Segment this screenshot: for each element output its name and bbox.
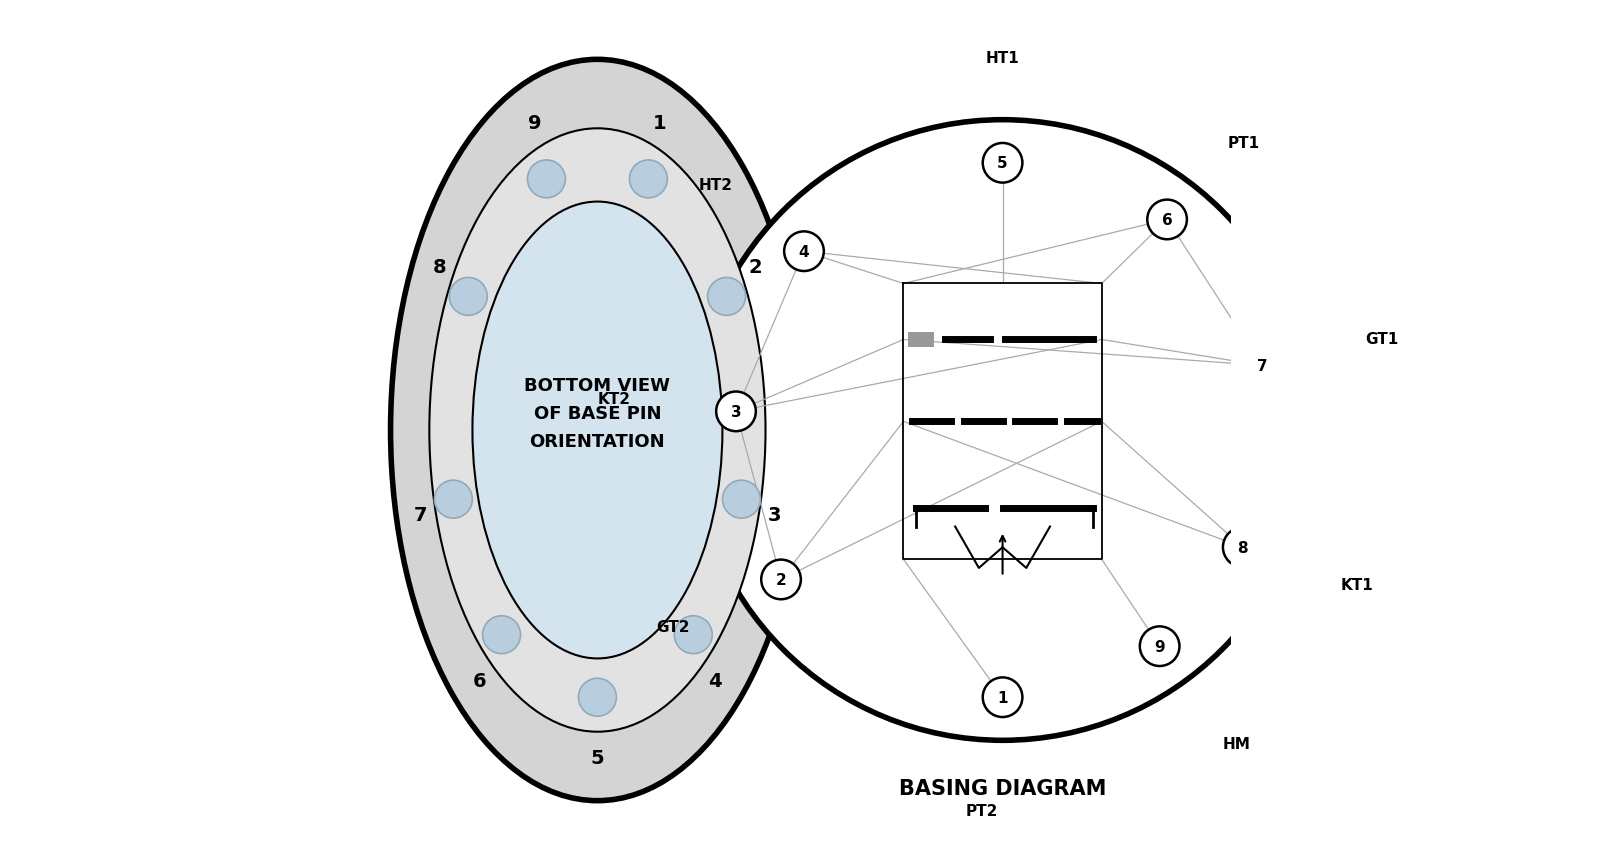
Text: 7: 7	[1256, 358, 1267, 374]
Circle shape	[784, 232, 824, 272]
Circle shape	[717, 392, 755, 431]
Circle shape	[629, 161, 667, 199]
Text: BASING DIAGRAM: BASING DIAGRAM	[899, 777, 1106, 798]
Circle shape	[1139, 627, 1179, 666]
Text: HT2: HT2	[699, 177, 733, 193]
Text: 9: 9	[1154, 639, 1165, 653]
Circle shape	[723, 480, 760, 518]
Circle shape	[528, 161, 565, 199]
Bar	[907, 332, 934, 348]
Text: 2: 2	[749, 257, 763, 276]
Text: BOTTOM VIEW
OF BASE PIN
ORIENTATION: BOTTOM VIEW OF BASE PIN ORIENTATION	[525, 376, 670, 450]
Text: 8: 8	[432, 257, 446, 276]
Text: 1: 1	[653, 114, 667, 133]
Circle shape	[435, 480, 472, 518]
Ellipse shape	[390, 60, 805, 801]
Circle shape	[982, 678, 1022, 717]
Text: GT1: GT1	[1365, 331, 1398, 346]
Circle shape	[674, 616, 712, 653]
Text: 2: 2	[776, 573, 787, 587]
Text: 1: 1	[997, 690, 1008, 705]
Text: 4: 4	[798, 245, 810, 259]
Text: PT1: PT1	[1227, 136, 1259, 151]
Text: 5: 5	[590, 748, 605, 767]
Text: 4: 4	[709, 672, 722, 691]
Circle shape	[693, 121, 1314, 740]
Text: 6: 6	[1162, 213, 1173, 227]
Text: 3: 3	[766, 505, 781, 524]
Text: KT2: KT2	[597, 392, 630, 406]
Circle shape	[982, 144, 1022, 183]
Circle shape	[579, 678, 616, 716]
Ellipse shape	[472, 202, 723, 659]
Circle shape	[1147, 201, 1187, 240]
Circle shape	[1242, 346, 1282, 386]
Circle shape	[707, 278, 746, 316]
Text: 6: 6	[474, 672, 486, 691]
Text: HT1: HT1	[986, 52, 1019, 66]
Text: 7: 7	[414, 505, 427, 524]
Circle shape	[1222, 528, 1262, 567]
Text: HM: HM	[1222, 736, 1250, 751]
Text: KT1: KT1	[1341, 577, 1373, 592]
Text: 3: 3	[731, 405, 741, 419]
Ellipse shape	[429, 129, 765, 732]
Text: GT2: GT2	[656, 619, 690, 635]
Text: PT2: PT2	[966, 803, 998, 818]
Circle shape	[483, 616, 520, 653]
Circle shape	[762, 560, 802, 599]
Text: 8: 8	[1237, 540, 1248, 555]
Text: 9: 9	[528, 114, 542, 133]
Text: 5: 5	[997, 156, 1008, 171]
Circle shape	[450, 278, 488, 316]
